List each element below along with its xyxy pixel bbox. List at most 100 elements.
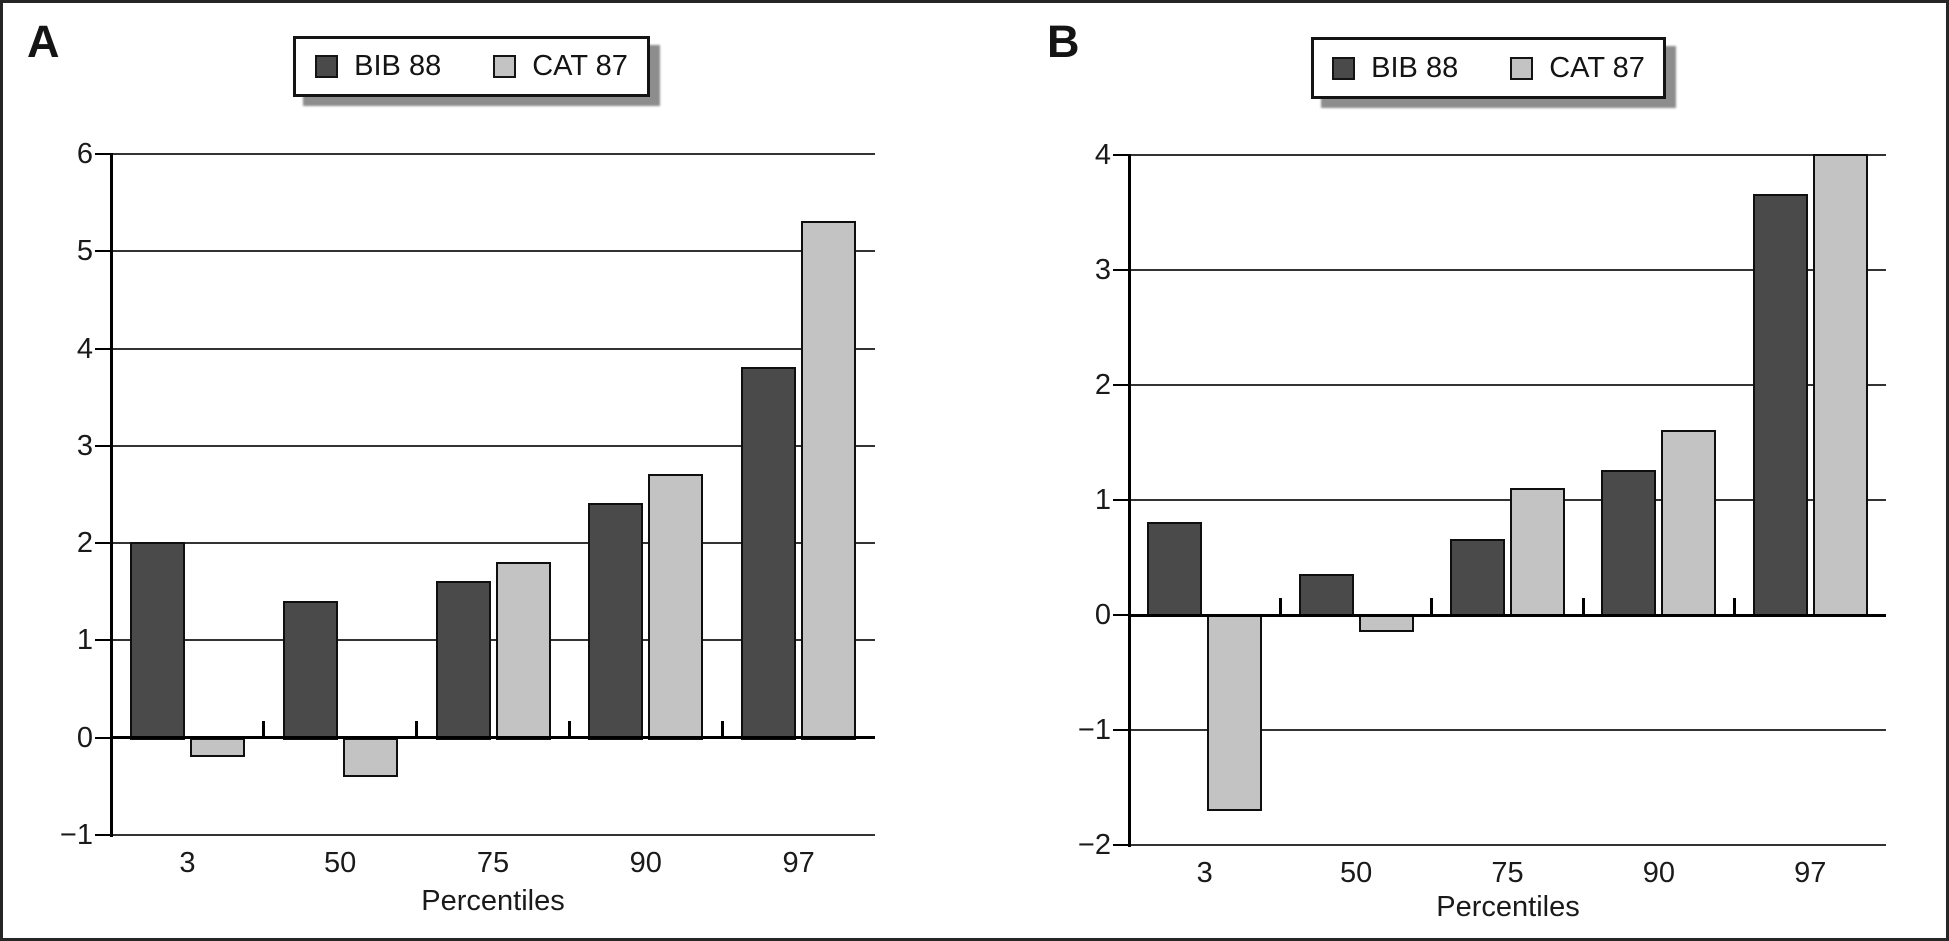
category-separator-tick (720, 720, 724, 738)
y-tick-label: 0 (1094, 599, 1111, 631)
y-axis-tick (95, 542, 111, 545)
bar-bib88-p75 (435, 581, 491, 740)
legend-swatch-bib88-icon (315, 55, 339, 78)
bar-cat87-p75 (1510, 487, 1565, 617)
y-tick-label: −1 (59, 819, 93, 851)
y-axis-tick (95, 834, 111, 836)
gridline-y2 (111, 542, 875, 545)
category-separator-tick (567, 720, 571, 738)
x-tick-label: 90 (1642, 857, 1676, 889)
x-tick-label: 75 (476, 847, 510, 879)
gridline-y-1 (111, 834, 875, 836)
zero-axis-line (111, 736, 875, 740)
y-axis-line (1127, 154, 1131, 847)
legend-item-bib88: BIB 88 (315, 50, 441, 83)
y-tick-label: 6 (76, 138, 93, 170)
category-separator-tick (262, 720, 266, 738)
legend-item-bib88: BIB 88 (1332, 52, 1458, 85)
category-separator-tick (1430, 598, 1434, 615)
y-axis-tick (1113, 614, 1129, 616)
y-axis-tick (95, 444, 111, 447)
bar-bib88-p75 (1450, 539, 1505, 617)
bar-cat87-p3 (1207, 615, 1263, 811)
x-tick-label: 50 (324, 847, 357, 879)
gridline-y1 (1129, 499, 1886, 501)
category-separator-tick (1733, 598, 1737, 615)
bar-cat87-p3 (189, 737, 245, 758)
legend-label-bib88: BIB 88 (1371, 51, 1459, 84)
bar-cat87-p90 (1661, 430, 1717, 617)
bar-cat87-p90 (648, 474, 704, 740)
y-tick-label: 1 (1094, 484, 1111, 516)
legend-label-cat87: CAT 87 (532, 50, 628, 82)
bar-cat87-p50 (1358, 615, 1414, 633)
x-tick-label: 50 (1339, 857, 1373, 889)
bar-cat87-p97 (801, 221, 857, 740)
gridline-y-1 (1129, 729, 1886, 731)
y-tick-label: 0 (76, 721, 93, 754)
zero-axis-line (1129, 613, 1886, 617)
bar-bib88-p97 (741, 367, 797, 740)
x-tick-label: 97 (1794, 857, 1827, 889)
legend-item-cat87: CAT 87 (493, 50, 628, 83)
y-axis-tick (1113, 154, 1129, 156)
y-axis-tick (1113, 499, 1129, 501)
legend-swatch-bib88-icon (1332, 56, 1356, 80)
y-tick-label: −2 (1077, 829, 1111, 861)
gridline-y6 (111, 153, 875, 155)
y-axis-tick (95, 153, 111, 155)
y-axis-tick (95, 736, 111, 739)
y-tick-label: 5 (76, 235, 93, 268)
gridline-y3 (1129, 269, 1886, 271)
bar-cat87-p97 (1812, 154, 1868, 617)
y-tick-label: 4 (76, 332, 93, 365)
x-tick-label: 3 (179, 847, 196, 879)
bar-bib88-p3 (129, 542, 185, 740)
gridline-y3 (111, 444, 875, 447)
x-axis-title-a: Percentiles (421, 885, 565, 917)
y-tick-label: 4 (1094, 139, 1111, 171)
bar-cat87-p50 (342, 737, 398, 777)
x-tick-label: 75 (1491, 857, 1524, 889)
legend-label-bib88: BIB 88 (354, 50, 442, 82)
x-tick-label: 90 (629, 847, 662, 879)
y-tick-label: 2 (76, 527, 93, 560)
bar-bib88-p90 (1601, 470, 1657, 617)
y-axis-tick (1113, 729, 1129, 731)
legend-item-cat87: CAT 87 (1510, 52, 1645, 85)
legend-swatch-cat87-icon (493, 55, 517, 78)
legend-panel-b: BIB 88 CAT 87 (1311, 37, 1666, 99)
bar-bib88-p90 (588, 503, 644, 740)
category-separator-tick (1278, 598, 1282, 615)
legend-label-cat87: CAT 87 (1549, 51, 1645, 84)
y-axis-tick (1113, 269, 1129, 271)
y-axis-tick (95, 250, 111, 253)
bar-bib88-p50 (1298, 573, 1354, 617)
y-tick-label: 1 (76, 624, 93, 657)
bar-bib88-p50 (282, 600, 338, 740)
gridline-y2 (1129, 384, 1886, 386)
legend-panel-a: BIB 88 CAT 87 (293, 36, 650, 97)
gridline-y-2 (1129, 844, 1886, 846)
gridline-y4 (111, 347, 875, 350)
x-axis-title-b: Percentiles (1436, 891, 1580, 923)
bar-cat87-p75 (495, 561, 551, 740)
y-axis-tick (1113, 384, 1129, 386)
bar-bib88-p3 (1147, 522, 1203, 617)
gridline-y5 (111, 250, 875, 253)
gridline-y1 (111, 639, 875, 642)
y-axis-tick (95, 347, 111, 350)
y-axis-tick (1113, 844, 1129, 846)
y-tick-label: −1 (1077, 714, 1111, 746)
panel-b-label: B (1047, 16, 1080, 67)
y-axis-tick (95, 639, 111, 642)
x-tick-label: 3 (1196, 857, 1213, 889)
y-tick-label: 2 (1094, 369, 1111, 401)
category-separator-tick (1581, 598, 1585, 615)
legend-swatch-cat87-icon (1510, 56, 1534, 80)
x-tick-label: 97 (782, 847, 815, 879)
y-axis-line (109, 153, 113, 837)
y-tick-label: 3 (76, 429, 93, 462)
y-tick-label: 3 (1094, 254, 1111, 286)
